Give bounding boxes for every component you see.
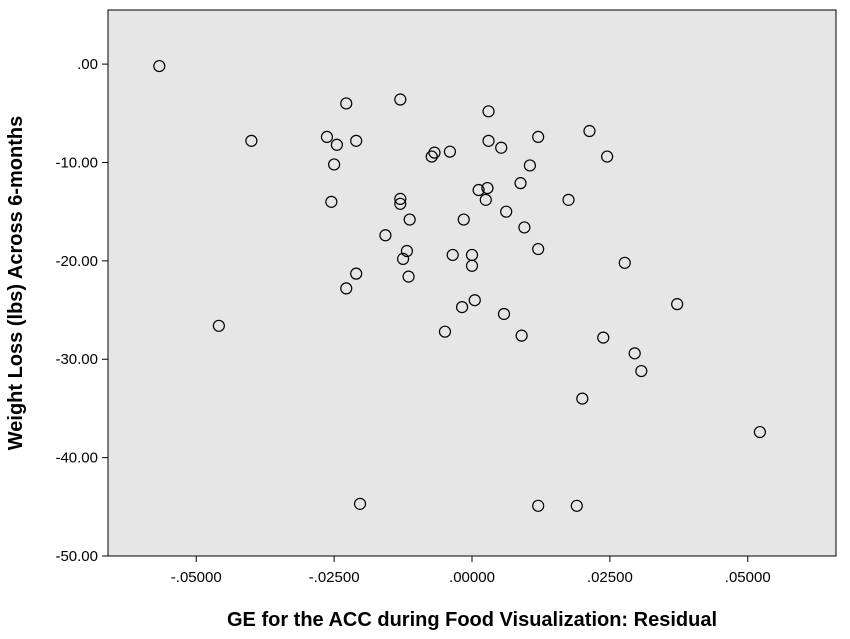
data-point bbox=[753, 425, 766, 439]
y-tick-label: -10.00 bbox=[55, 154, 98, 171]
data-point bbox=[482, 105, 495, 118]
y-tick-label: .00 bbox=[77, 56, 98, 73]
data-point bbox=[379, 229, 392, 242]
data-point bbox=[438, 325, 452, 338]
y-tick-label: -50.00 bbox=[55, 548, 98, 565]
data-point bbox=[515, 329, 528, 342]
data-point bbox=[350, 134, 363, 147]
data-point bbox=[601, 150, 614, 163]
x-tick-label: .02500 bbox=[587, 569, 633, 586]
data-point bbox=[583, 124, 596, 138]
data-point bbox=[500, 205, 513, 218]
data-point bbox=[400, 244, 414, 258]
data-point bbox=[495, 141, 508, 154]
data-point bbox=[576, 392, 589, 405]
data-point bbox=[153, 59, 166, 73]
y-tick-label: -40.00 bbox=[55, 450, 98, 467]
data-point bbox=[446, 248, 459, 262]
data-point bbox=[330, 138, 343, 151]
data-point bbox=[597, 331, 610, 344]
y-axis: .00 -10.00 -20.00 -30.00 -40.00 -50.00 bbox=[55, 56, 108, 565]
data-point bbox=[394, 93, 407, 106]
x-axis: -.05000 -.02500 .00000 .02500 .05000 bbox=[171, 556, 771, 586]
data-point bbox=[328, 158, 341, 171]
data-point bbox=[340, 282, 353, 295]
x-axis-title: GE for the ACC during Food Visualization… bbox=[227, 609, 717, 631]
data-point bbox=[497, 307, 511, 321]
data-point bbox=[245, 134, 258, 147]
data-point bbox=[514, 177, 527, 190]
data-point bbox=[394, 192, 407, 205]
data-point bbox=[428, 146, 441, 159]
data-point bbox=[671, 298, 684, 311]
data-point bbox=[481, 181, 494, 195]
data-point bbox=[479, 193, 492, 206]
data-point bbox=[402, 270, 415, 283]
plot-area bbox=[107, 9, 837, 557]
data-point bbox=[523, 159, 537, 172]
data-point bbox=[455, 301, 469, 314]
data-point bbox=[532, 242, 545, 256]
data-point bbox=[325, 195, 338, 208]
data-point bbox=[482, 134, 495, 147]
data-point bbox=[570, 499, 583, 512]
data-point bbox=[320, 130, 334, 144]
data-point bbox=[425, 150, 438, 163]
data-point bbox=[562, 193, 575, 206]
data-point bbox=[394, 197, 407, 210]
data-point bbox=[212, 319, 225, 332]
x-tick-label: -.02500 bbox=[309, 569, 360, 586]
y-axis-title: Weight Loss (lbs) Across 6-months bbox=[5, 116, 27, 450]
y-tick-label: -30.00 bbox=[55, 351, 98, 368]
data-point bbox=[457, 213, 470, 226]
data-point bbox=[628, 347, 641, 360]
data-point bbox=[618, 256, 631, 269]
data-point bbox=[403, 213, 416, 226]
x-tick-label: .05000 bbox=[725, 569, 771, 586]
x-tick-label: .00000 bbox=[449, 569, 495, 586]
data-point bbox=[532, 130, 545, 144]
data-point bbox=[472, 183, 485, 197]
data-point bbox=[350, 267, 363, 280]
data-point bbox=[340, 97, 353, 110]
data-point bbox=[353, 497, 367, 510]
data-point bbox=[396, 252, 410, 265]
x-tick-label: -.05000 bbox=[171, 569, 222, 586]
data-point bbox=[468, 294, 481, 307]
data-point bbox=[443, 145, 457, 158]
data-point bbox=[518, 221, 531, 234]
data-points bbox=[153, 59, 766, 512]
y-tick-label: -20.00 bbox=[55, 253, 98, 270]
data-point bbox=[465, 259, 479, 272]
data-point bbox=[532, 499, 545, 512]
data-point bbox=[635, 364, 648, 378]
